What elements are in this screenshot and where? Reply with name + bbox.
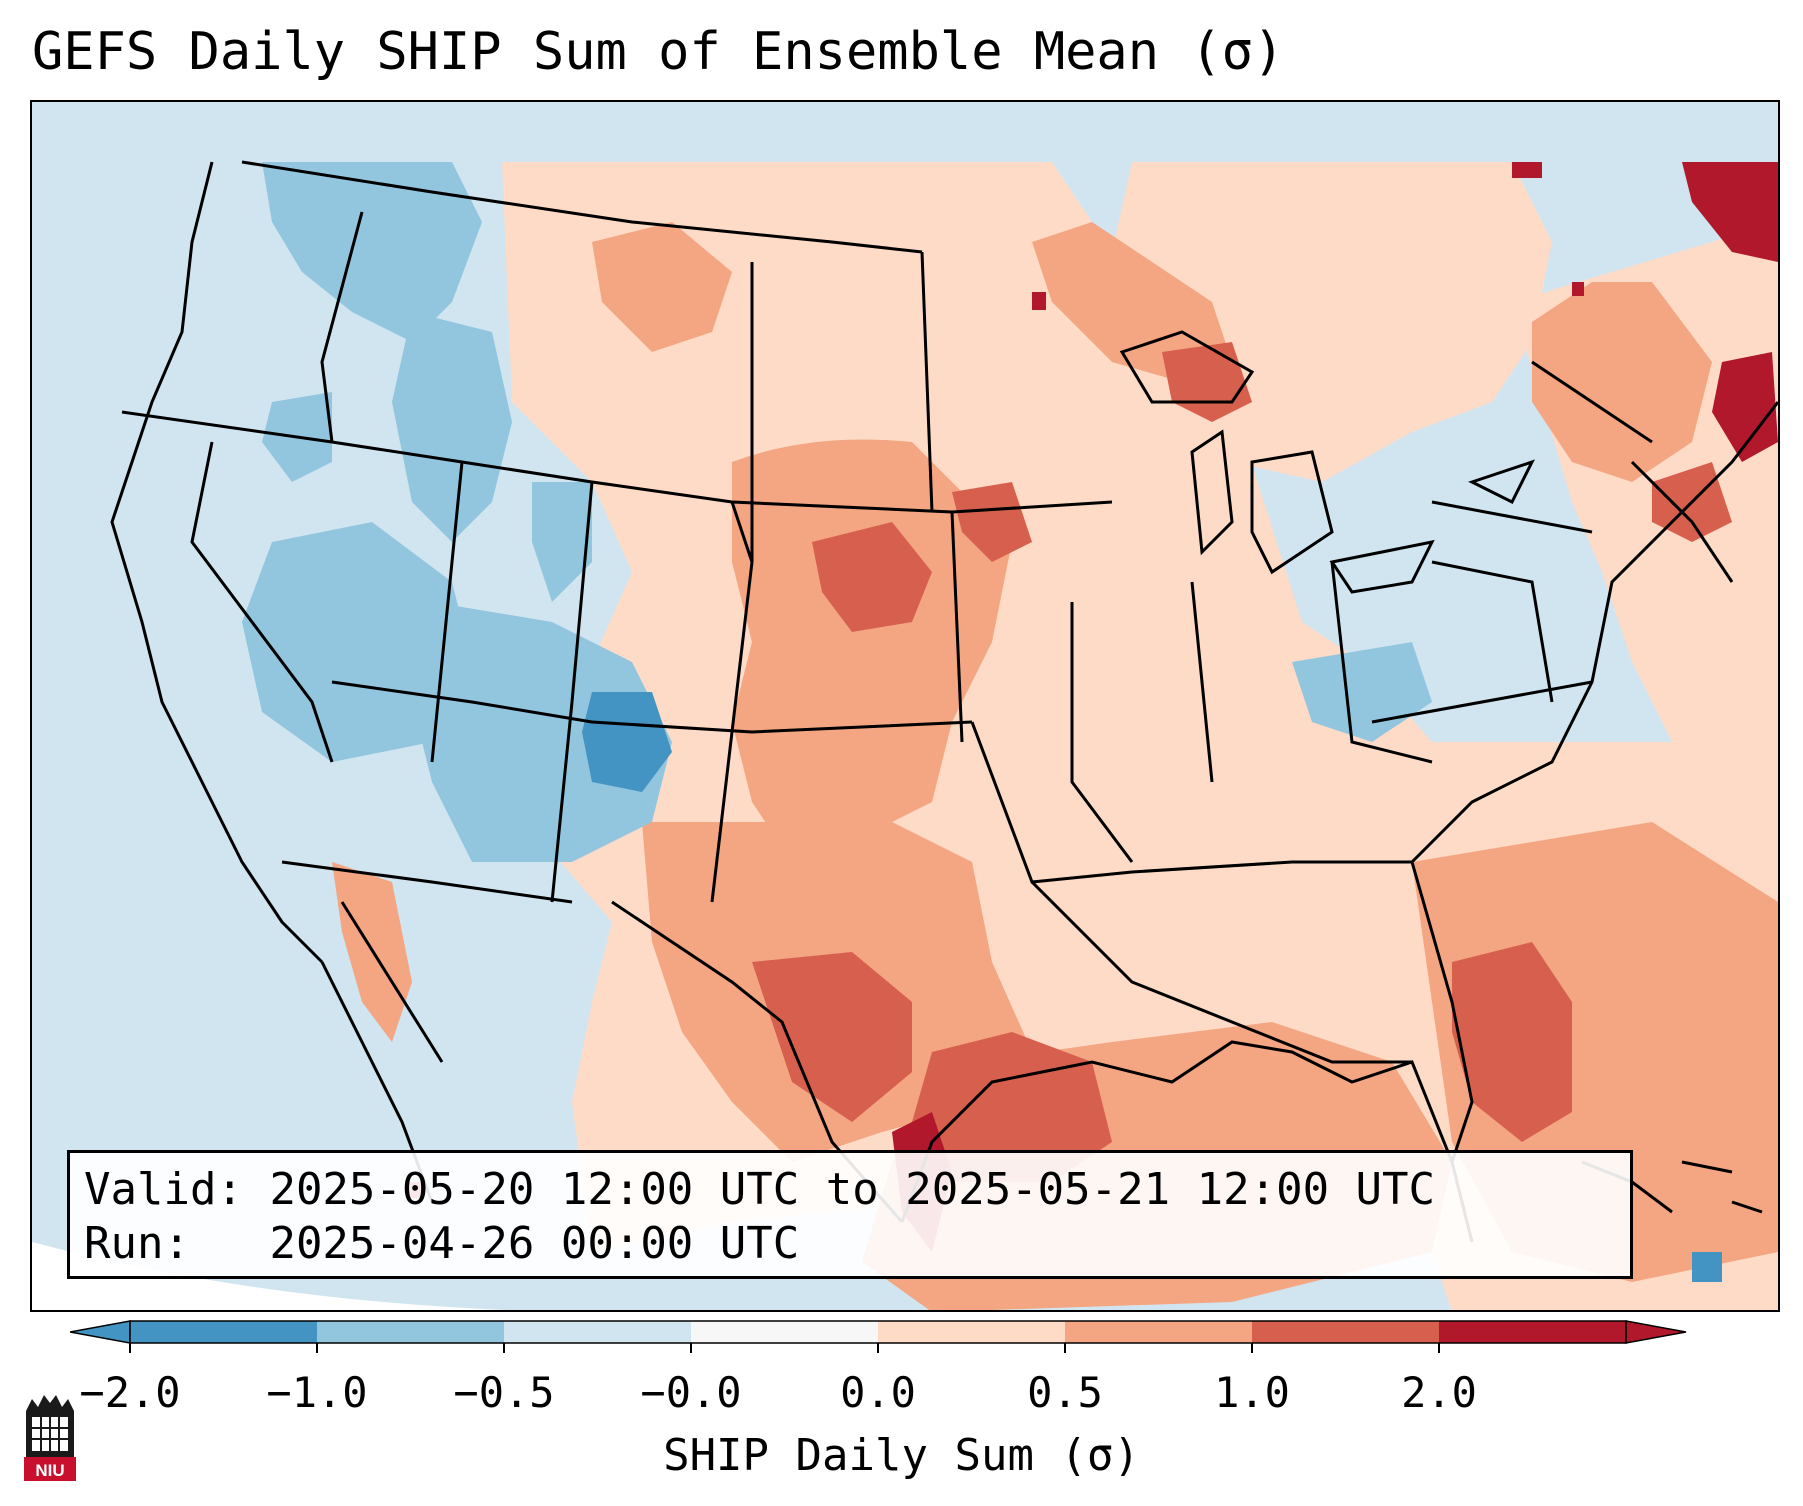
map-panel [30, 100, 1780, 1312]
logo-text: NIU [35, 1461, 64, 1480]
valid-run-info-box: Valid: 2025-05-20 12:00 UTC to 2025-05-2… [67, 1150, 1633, 1279]
valid-label: Valid: [84, 1164, 243, 1215]
colorbar-label: SHIP Daily Sum (σ) [663, 1430, 1140, 1481]
colorbar-segment [1439, 1321, 1626, 1343]
colorbar [70, 1320, 1687, 1353]
colorbar-segment [1252, 1321, 1439, 1343]
field-medium-negative [262, 162, 482, 342]
map-canvas [32, 160, 1778, 1310]
colorbar-tick-label: −0.5 [453, 1368, 555, 1417]
field-medium-positive [732, 439, 1012, 862]
state-borders [110, 160, 1778, 1243]
field-high-positive [812, 522, 932, 632]
colorbar-tick-label: 2.0 [1401, 1368, 1477, 1417]
colorbar-tick-label: −1.0 [266, 1368, 368, 1417]
run-label: Run: [84, 1218, 190, 1269]
colorbar-tick-label: 1.0 [1214, 1368, 1290, 1417]
colorbar-segment [130, 1321, 317, 1343]
colorbar-segment [691, 1321, 878, 1343]
colorbar-segment [1065, 1321, 1252, 1343]
colorbar-tick-label: −0.0 [640, 1368, 742, 1417]
niu-logo: NIU [24, 1395, 76, 1481]
valid-value: 2025-05-20 12:00 UTC to 2025-05-21 12:00… [269, 1164, 1436, 1215]
field-low-negative [582, 692, 672, 792]
colorbar-extend-low [70, 1320, 131, 1344]
colorbar-tick-label: −2.0 [79, 1368, 181, 1417]
run-value: 2025-04-26 00:00 UTC [269, 1218, 800, 1269]
colorbar-tick-label: 0.0 [840, 1368, 916, 1417]
chart-title: GEFS Daily SHIP Sum of Ensemble Mean (σ) [32, 22, 1285, 82]
colorbar-tick-label: 0.5 [1027, 1368, 1103, 1417]
colorbar-segment [317, 1321, 504, 1343]
colorbar-segment [504, 1321, 691, 1343]
colorbar-extend-high [1625, 1320, 1687, 1344]
colorbar-segment [878, 1321, 1065, 1343]
